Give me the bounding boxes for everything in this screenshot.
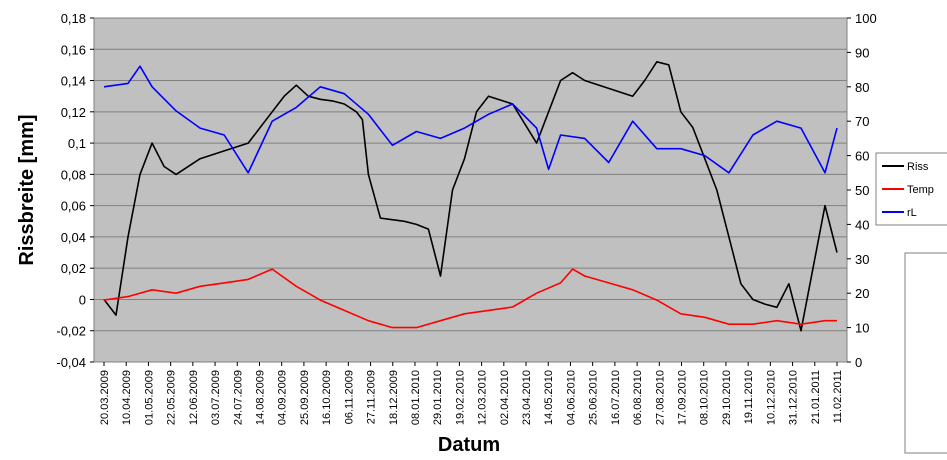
x-tick-label: 27.11.2009 bbox=[366, 370, 378, 424]
x-tick-label: 25.09.2009 bbox=[299, 370, 311, 425]
right-tick-label: 50 bbox=[855, 183, 869, 198]
x-tick-label: 12.06.2009 bbox=[188, 370, 200, 425]
left-tick-label: -0,02 bbox=[56, 324, 86, 339]
x-tick-label: 24.07.2009 bbox=[232, 370, 244, 425]
right-tick-label: 90 bbox=[855, 45, 869, 60]
left-tick-label: 0,1 bbox=[68, 136, 86, 151]
x-tick-label: 16.07.2010 bbox=[610, 370, 622, 425]
x-tick-label: 29.01.2010 bbox=[432, 370, 444, 425]
x-tick-label: 27.08.2010 bbox=[654, 370, 666, 425]
x-tick-label: 29.10.2010 bbox=[721, 370, 733, 425]
left-tick-label: 0,04 bbox=[61, 230, 86, 245]
x-tick-label: 22.05.2009 bbox=[166, 370, 178, 425]
x-tick-label: 19.11.2010 bbox=[743, 370, 755, 424]
x-tick-label: 18.12.2009 bbox=[388, 370, 400, 425]
blank-inset-box bbox=[904, 252, 947, 454]
y-axis-title: Rissbreite [mm] bbox=[16, 114, 38, 265]
legend-label-temp: Temp bbox=[907, 184, 934, 196]
x-tick-label: 12.03.2010 bbox=[477, 370, 489, 425]
x-tick-label: 23.04.2010 bbox=[521, 370, 533, 425]
left-tick-label: 0 bbox=[79, 292, 86, 307]
x-tick-label: 14.05.2010 bbox=[543, 370, 555, 425]
x-tick-label: 04.06.2010 bbox=[565, 370, 577, 425]
left-tick-label: 0,18 bbox=[61, 11, 86, 26]
left-tick-label: 0,14 bbox=[61, 74, 86, 89]
series-group bbox=[103, 60, 838, 332]
left-axis-ticks: -0,04 -0,02 0 0,02 0,04 0,06 0,08 0,1 0,12 0,14 0,… bbox=[56, 11, 94, 370]
right-tick-label: 60 bbox=[855, 149, 869, 164]
right-tick-label: 80 bbox=[855, 80, 869, 95]
right-tick-label: 20 bbox=[855, 286, 869, 301]
legend-label-riss: Riss bbox=[907, 161, 929, 173]
series-line-rl bbox=[103, 65, 838, 174]
left-tick-label: 0,08 bbox=[61, 167, 86, 182]
x-tick-label: 08.10.2010 bbox=[699, 370, 711, 425]
legend-label-rl: rL bbox=[907, 207, 917, 219]
x-tick-label: 17.09.2010 bbox=[677, 370, 689, 425]
x-tick-label: 08.01.2010 bbox=[410, 370, 422, 425]
x-tick-label: 14.08.2009 bbox=[254, 370, 266, 425]
right-tick-label: 10 bbox=[855, 321, 869, 336]
x-tick-label: 16.10.2009 bbox=[321, 370, 333, 425]
right-tick-label: 0 bbox=[855, 355, 862, 370]
x-tick-label: 06.08.2010 bbox=[632, 370, 644, 425]
left-tick-label: 0,02 bbox=[61, 261, 86, 276]
left-tick-label: 0,16 bbox=[61, 42, 86, 57]
x-tick-label: 31.12.2010 bbox=[788, 370, 800, 425]
legend: Riss Temp rL bbox=[875, 152, 947, 226]
x-tick-label: 04.09.2009 bbox=[277, 370, 289, 425]
x-tick-label: 03.07.2009 bbox=[210, 370, 222, 425]
x-tick-label: 11.02.2011 bbox=[832, 370, 844, 423]
x-tick-label: 21.01.2011 bbox=[810, 370, 822, 424]
x-tick-label: 10.12.2010 bbox=[765, 370, 777, 425]
x-tick-label: 19.02.2010 bbox=[454, 370, 466, 425]
x-axis-ticks: 20.03.2009 10.04.2009 01.05.2009 22.05.2009… bbox=[99, 362, 844, 425]
right-tick-label: 40 bbox=[855, 217, 869, 232]
plot-area bbox=[94, 18, 847, 362]
series-line-riss bbox=[103, 60, 838, 332]
left-tick-label: -0,04 bbox=[56, 355, 86, 370]
x-tick-label: 20.03.2009 bbox=[99, 370, 111, 425]
right-tick-label: 30 bbox=[855, 252, 869, 267]
left-tick-label: 0,12 bbox=[61, 105, 86, 120]
x-axis-title: Datum bbox=[438, 434, 500, 455]
x-tick-label: 02.04.2010 bbox=[499, 370, 511, 425]
left-tick-label: 0,06 bbox=[61, 199, 86, 214]
x-tick-label: 01.05.2009 bbox=[143, 370, 155, 425]
x-tick-label: 10.04.2009 bbox=[121, 370, 133, 425]
series-line-temp bbox=[103, 268, 837, 329]
x-tick-label: 25.06.2010 bbox=[588, 370, 600, 425]
x-tick-label: 06.11.2009 bbox=[343, 370, 355, 424]
right-tick-label: 70 bbox=[855, 114, 869, 129]
right-tick-label: 100 bbox=[855, 11, 877, 26]
right-axis-ticks: 0 10 20 30 40 50 60 70 80 90 100 bbox=[847, 11, 877, 370]
